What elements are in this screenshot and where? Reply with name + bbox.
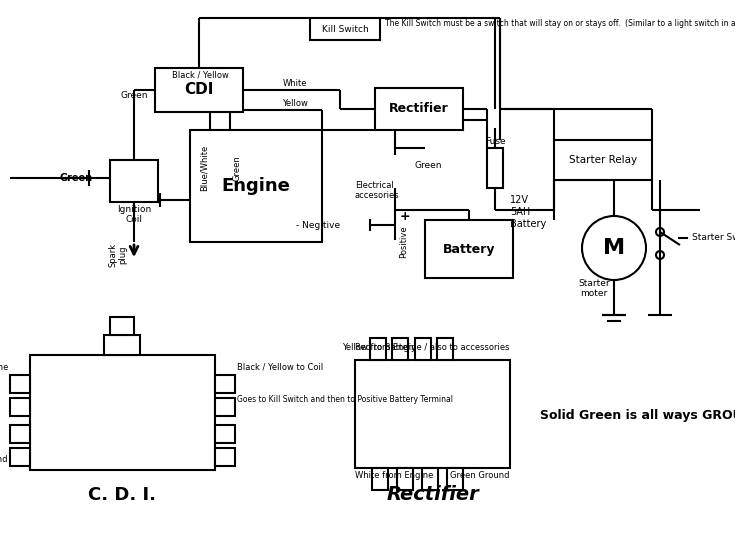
Bar bbox=[422, 468, 438, 490]
Bar bbox=[375, 88, 463, 130]
Text: Green: Green bbox=[232, 155, 242, 181]
Text: C. D. I.: C. D. I. bbox=[88, 486, 157, 504]
Text: Kill Switch: Kill Switch bbox=[322, 24, 368, 33]
Text: Positive: Positive bbox=[400, 226, 409, 258]
Text: The Kill Switch must be a switch that will stay on or stays off.  (Similar to a : The Kill Switch must be a switch that wi… bbox=[385, 18, 735, 28]
Bar bbox=[10, 398, 30, 416]
Bar bbox=[310, 18, 380, 40]
Bar bbox=[10, 425, 30, 443]
Bar bbox=[104, 335, 140, 355]
Text: Yellow: Yellow bbox=[282, 99, 308, 109]
Text: Starter Switch: Starter Switch bbox=[692, 233, 735, 242]
Bar bbox=[554, 140, 652, 180]
Text: Spark
plug: Spark plug bbox=[108, 243, 128, 267]
Text: White from Engine: White from Engine bbox=[355, 471, 434, 481]
Text: Green Ground: Green Ground bbox=[0, 456, 8, 464]
Bar bbox=[415, 338, 431, 360]
Bar bbox=[372, 468, 388, 490]
Text: Blue/White: Blue/White bbox=[199, 145, 209, 191]
Text: Starter: Starter bbox=[578, 279, 610, 287]
Bar bbox=[447, 468, 463, 490]
Text: Battery: Battery bbox=[442, 242, 495, 255]
Text: Ignition: Ignition bbox=[117, 206, 151, 214]
Text: Green: Green bbox=[415, 160, 442, 170]
Text: M: M bbox=[603, 238, 625, 258]
Bar bbox=[155, 68, 243, 112]
Bar bbox=[110, 160, 158, 202]
Bar bbox=[215, 375, 235, 393]
Text: Fuse: Fuse bbox=[484, 137, 505, 145]
Text: Red to Battery: Red to Battery bbox=[355, 343, 416, 353]
Bar bbox=[110, 317, 134, 335]
Bar bbox=[425, 220, 513, 278]
Bar bbox=[370, 338, 386, 360]
Text: Solid Green is all ways GROUND: Solid Green is all ways GROUND bbox=[540, 408, 735, 422]
Text: +: + bbox=[400, 211, 411, 224]
Text: Engine: Engine bbox=[221, 177, 290, 195]
Text: CDI: CDI bbox=[184, 83, 214, 98]
Text: moter: moter bbox=[581, 289, 608, 299]
Bar bbox=[355, 360, 510, 468]
Text: Goes to Kill Switch and then to Positive Battery Terminal: Goes to Kill Switch and then to Positive… bbox=[237, 395, 453, 404]
Bar bbox=[190, 130, 322, 242]
Text: Green Ground: Green Ground bbox=[451, 471, 510, 481]
Text: 5AH: 5AH bbox=[510, 207, 530, 217]
Text: 12V: 12V bbox=[510, 195, 529, 205]
Text: Rectifier: Rectifier bbox=[386, 485, 479, 504]
Bar bbox=[215, 425, 235, 443]
Bar bbox=[10, 375, 30, 393]
Text: - Negitive: - Negitive bbox=[296, 220, 340, 230]
Text: Electrical: Electrical bbox=[355, 180, 394, 190]
Text: White: White bbox=[283, 79, 307, 89]
Text: Coil: Coil bbox=[126, 215, 143, 225]
Text: Yellow from Engine / also to accessories: Yellow from Engine / also to accessories bbox=[343, 343, 510, 353]
Text: Blue / White from Engine: Blue / White from Engine bbox=[0, 362, 8, 372]
Text: accesories: accesories bbox=[355, 192, 400, 200]
Text: Green: Green bbox=[60, 173, 93, 183]
Bar bbox=[397, 468, 413, 490]
Text: Starter Relay: Starter Relay bbox=[569, 155, 637, 165]
Text: Black / Yellow to Coil: Black / Yellow to Coil bbox=[237, 362, 323, 372]
Bar bbox=[215, 398, 235, 416]
Text: Green: Green bbox=[121, 91, 148, 100]
Text: Black / Yellow: Black / Yellow bbox=[172, 71, 229, 79]
Bar bbox=[392, 338, 408, 360]
Bar bbox=[437, 338, 453, 360]
Bar bbox=[487, 148, 503, 188]
Text: Rectifier: Rectifier bbox=[389, 103, 449, 116]
Bar bbox=[10, 448, 30, 466]
Text: Battery: Battery bbox=[510, 219, 546, 229]
Bar bbox=[215, 448, 235, 466]
Bar bbox=[30, 355, 215, 470]
